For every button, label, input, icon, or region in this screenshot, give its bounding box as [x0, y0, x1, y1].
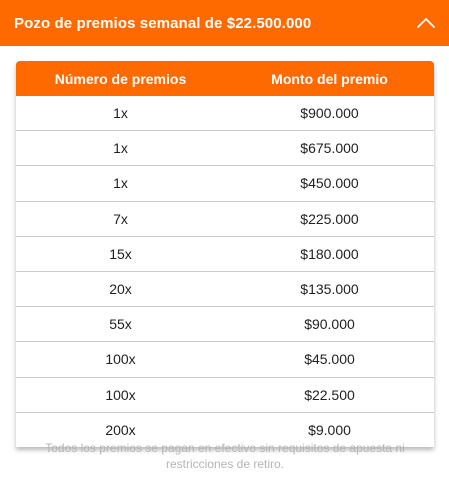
prize-count-cell: 1x [16, 130, 225, 167]
prize-count-cell: 55x [16, 306, 225, 343]
table-row: 100x $22.500 [16, 377, 434, 413]
table-row: 55x $90.000 [16, 306, 434, 343]
column-header-prize-count: Número de premios [16, 61, 225, 96]
table-row: 1x $900.000 [16, 96, 434, 132]
prize-table: Número de premios Monto del premio 1x $9… [16, 61, 434, 447]
chevron-up-icon[interactable] [415, 12, 437, 34]
prize-count-cell: 100x [16, 377, 225, 413]
prize-amount-cell: $45.000 [225, 341, 434, 378]
column-header-prize-amount: Monto del premio [225, 61, 434, 96]
prize-count-cell: 20x [16, 271, 225, 308]
table-row: 200x $9.000 [16, 412, 434, 447]
table-row: 15x $180.000 [16, 236, 434, 272]
prize-count-cell: 1x [16, 96, 225, 132]
prize-pool-title: Pozo de premios semanal de $22.500.000 [14, 14, 312, 32]
prize-count-cell: 100x [16, 341, 225, 378]
prize-amount-cell: $675.000 [225, 130, 434, 167]
prize-table-container: Número de premios Monto del premio 1x $9… [16, 61, 434, 447]
prize-count-cell: 7x [16, 201, 225, 237]
prize-footnote: Todos los premios se pagan en efectivo s… [45, 441, 405, 471]
prize-amount-cell: $90.000 [225, 306, 434, 343]
prize-amount-cell: $450.000 [225, 165, 434, 202]
table-row: 7x $225.000 [16, 201, 434, 237]
prize-amount-cell: $22.500 [225, 377, 434, 413]
prize-count-cell: 200x [105, 421, 136, 438]
table-row: 1x $450.000 [16, 165, 434, 202]
prize-amount-cell: $135.000 [225, 271, 434, 308]
prize-amount-cell: $225.000 [225, 201, 434, 237]
table-row: 100x $45.000 [16, 341, 434, 378]
prize-count-cell: 1x [16, 165, 225, 202]
table-row: 1x $675.000 [16, 130, 434, 167]
prize-count-cell: 15x [16, 236, 225, 272]
prize-table-header-row: Número de premios Monto del premio [16, 61, 434, 96]
prize-amount-cell: $900.000 [225, 96, 434, 132]
prize-pool-header[interactable]: Pozo de premios semanal de $22.500.000 [0, 0, 449, 46]
prize-amount-cell: $180.000 [225, 236, 434, 272]
table-row: 20x $135.000 [16, 271, 434, 308]
prize-amount-cell: $9.000 [308, 421, 351, 438]
